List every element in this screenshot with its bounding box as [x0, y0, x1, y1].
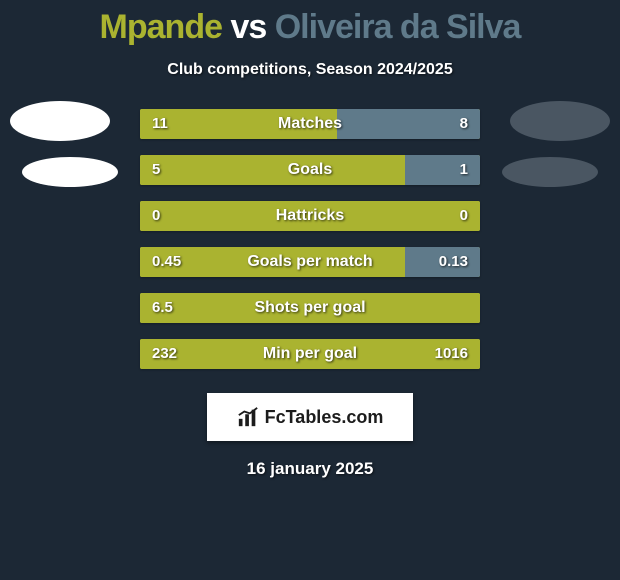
stat-value-left: 0 [152, 201, 160, 231]
stat-label: Goals [140, 155, 480, 185]
site-logo: FcTables.com [207, 393, 413, 441]
stat-value-right: 8 [460, 109, 468, 139]
stats-container: Matches11 8 Goals5 1 Hattricks0 0 Goals per ma… [0, 109, 620, 369]
stat-value-right: 0.13 [439, 247, 468, 277]
player1-avatar-main [10, 101, 110, 141]
date-label: 16 january 2025 [247, 459, 374, 479]
stat-value-right: 1 [460, 155, 468, 185]
subtitle: Club competitions, Season 2024/2025 [167, 61, 452, 79]
stat-label: Hattricks [140, 201, 480, 231]
logo-text: FcTables.com [265, 407, 384, 428]
stat-value-left: 232 [152, 339, 177, 369]
player2-avatar-main [510, 101, 610, 141]
chart-icon [237, 406, 259, 428]
stat-value-right: 0 [460, 201, 468, 231]
stat-value-left: 11 [152, 109, 168, 139]
stat-row: Matches11 8 [140, 109, 480, 139]
stat-value-left: 6.5 [152, 293, 173, 323]
stat-row: Shots per goal6.5 [140, 293, 480, 323]
stat-row: Goals per match0.45 0.13 [140, 247, 480, 277]
page-title: Mpande vs Oliveira da Silva [100, 8, 521, 47]
title-vs: vs [230, 8, 266, 46]
stat-value-left: 5 [152, 155, 160, 185]
stat-value-right: 1016 [435, 339, 468, 369]
stat-row: Hattricks0 0 [140, 201, 480, 231]
stat-row: Min per goal232 1016 [140, 339, 480, 369]
title-player2: Oliveira da Silva [275, 8, 521, 46]
stat-label: Min per goal [140, 339, 480, 369]
stat-label: Goals per match [140, 247, 480, 277]
stat-row: Goals5 1 [140, 155, 480, 185]
title-player1: Mpande [100, 8, 222, 46]
player1-avatar-sub [22, 157, 118, 187]
stat-value-left: 0.45 [152, 247, 181, 277]
stat-label: Matches [140, 109, 480, 139]
stat-label: Shots per goal [140, 293, 480, 323]
player2-avatar-sub [502, 157, 598, 187]
